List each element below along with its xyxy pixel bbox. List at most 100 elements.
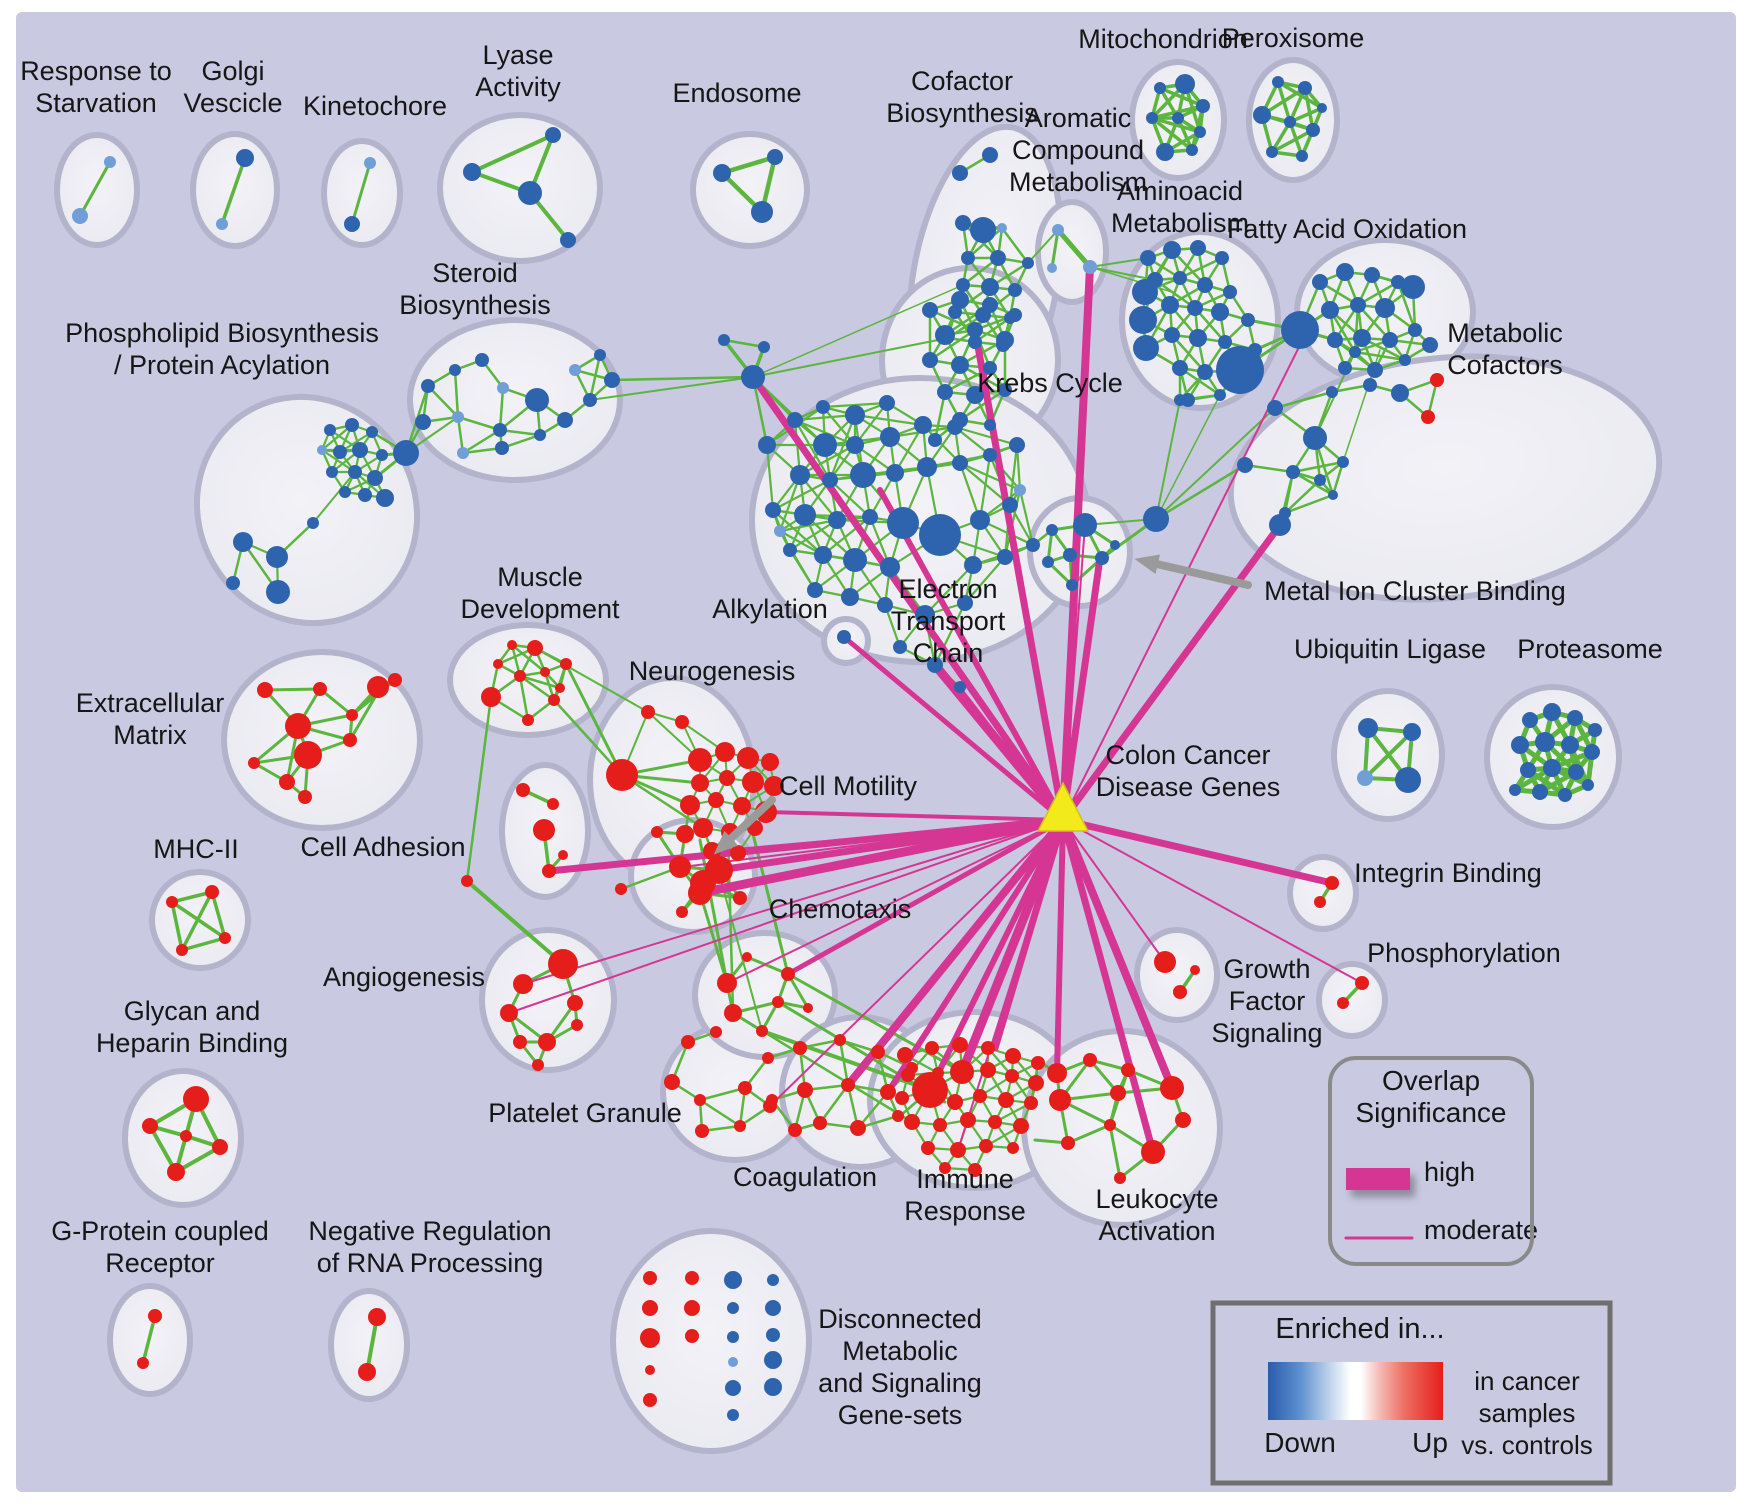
label-platelet-granule: Platelet Granule <box>488 1098 682 1128</box>
gene-set-node-aminoacid-metabolism <box>1173 271 1187 285</box>
green-edge-chemotaxis <box>745 955 790 976</box>
colon-cancer-hub-triangle <box>1036 781 1090 832</box>
overlap-edge-moderate <box>508 819 1064 1014</box>
green-edge-electron-transport-chain <box>923 563 975 617</box>
gene-set-node-extracellular-matrix <box>388 673 402 687</box>
label-leukocyte-activation: Leukocyte <box>1095 1184 1218 1214</box>
gene-set-node-leukocyte-activation <box>1049 1089 1071 1111</box>
label-legend-side-note: in cancer <box>1474 1366 1580 1396</box>
label-alkylation: Alkylation <box>712 594 828 624</box>
gene-set-node-alkylation <box>837 630 851 644</box>
gene-set-node-metabolic-cofactors <box>1286 465 1300 479</box>
gene-set-node-disconnected-gene-sets <box>640 1328 660 1348</box>
green-bridge-edge <box>465 879 565 966</box>
gene-set-node-extracellular-matrix <box>279 774 295 790</box>
green-bridge-edge <box>465 695 493 883</box>
gene-set-node-metabolic-cofactors <box>1363 378 1377 392</box>
gene-set-node-krebs-cycle <box>922 302 938 318</box>
gene-set-node-cofactor-biosynthesis <box>955 215 971 231</box>
gene-set-node-proteasome <box>1520 762 1536 778</box>
layer-nodes <box>72 74 1602 1421</box>
gene-set-node-extracellular-matrix <box>257 682 273 698</box>
gene-set-node-krebs-cycle <box>966 386 984 404</box>
gene-set-node-phospholipid-protein-acylation <box>348 465 362 479</box>
gene-set-node-electron-transport-chain <box>914 416 932 434</box>
label-disconnected-gene-sets: Gene-sets <box>838 1400 963 1430</box>
gene-set-node-leukocyte-activation <box>1047 1063 1067 1083</box>
gene-set-node-phospholipid-protein-acylation <box>367 470 383 486</box>
gene-set-node-bridge <box>461 875 473 887</box>
green-edge-electron-transport-chain <box>793 418 832 482</box>
green-edge-krebs-cycle <box>958 388 1007 422</box>
gene-set-node-neurogenesis <box>733 797 751 815</box>
green-bridge-edge <box>752 337 949 378</box>
green-edge-krebs-cycle <box>933 390 947 442</box>
gene-set-node-cofactor-biosynthesis <box>952 165 968 181</box>
gene-set-node-leukocyte-activation <box>1061 1136 1075 1150</box>
gene-set-node-neurogenesis <box>675 715 689 729</box>
gene-set-node-electron-transport-chain <box>787 412 803 428</box>
gene-set-node-electron-transport-chain <box>790 465 810 485</box>
gene-set-node-g-protein-coupled-receptor <box>137 1357 149 1369</box>
gene-set-node-muscle-development <box>527 640 543 656</box>
green-edge-mhc-ii <box>170 900 184 952</box>
gene-set-node-ubiquitin-ligase <box>1395 767 1421 793</box>
gene-set-node-cell-adhesion <box>516 783 530 797</box>
label-golgi-vescicle: Golgi <box>201 56 264 86</box>
label-negative-regulation-rna-processing: Negative Regulation <box>308 1216 551 1246</box>
overlap-edge-moderate <box>712 819 1064 852</box>
gene-set-node-krebs-cycle <box>951 291 969 309</box>
gene-set-node-neurogenesis <box>606 759 638 791</box>
gene-set-node-immune-response <box>1007 1142 1019 1154</box>
cluster-ellipse-metabolic-cofactors <box>1227 353 1663 603</box>
gene-set-node-cell-adhesion <box>547 798 559 810</box>
gene-set-node-electron-transport-chain <box>813 433 837 457</box>
gene-set-node-phospholipid-protein-acylation <box>266 546 288 568</box>
label-cell-motility: Cell Motility <box>779 771 918 801</box>
gene-set-node-immune-response <box>960 1112 976 1128</box>
gene-set-node-platelet-granule <box>695 1124 709 1138</box>
gene-set-node-immune-response <box>952 1037 968 1053</box>
overlap-edge-moderate <box>769 819 1064 1107</box>
gene-set-node-chemotaxis <box>772 996 784 1008</box>
gene-set-node-muscle-development <box>555 683 565 693</box>
gene-set-node-aminoacid-metabolism <box>1241 313 1255 327</box>
label-mhc-ii: MHC-II <box>153 834 238 864</box>
label-phospholipid-protein-acylation: Phospholipid Biosynthesis <box>65 318 379 348</box>
gene-set-node-immune-response <box>1013 1118 1029 1134</box>
gene-set-node-phospholipid-protein-acylation <box>317 445 327 455</box>
gene-set-node-krebs-cycle <box>998 383 1012 397</box>
gene-set-node-cell-motility <box>669 856 691 878</box>
gene-set-node-krebs-cycle <box>982 297 998 313</box>
gene-set-node-platelet-granule <box>738 1081 752 1095</box>
gene-set-node-phospholipid-protein-acylation <box>358 488 372 502</box>
overlap-edge-high <box>971 326 1067 824</box>
gene-set-node-krebs-cycle <box>996 331 1014 349</box>
gene-set-node-cofactor-biosynthesis <box>990 250 1006 266</box>
gene-set-node-steroid-biosynthesis <box>415 414 431 430</box>
gene-set-node-leukocyte-activation <box>1121 1063 1135 1077</box>
green-edge-extracellular-matrix <box>348 690 380 742</box>
green-edge-muscle-development <box>510 643 547 674</box>
gene-set-node-aminoacid-metabolism <box>1197 364 1213 380</box>
gene-set-node-krebs-cycle <box>951 356 969 374</box>
gene-set-node-cofactor-biosynthesis <box>981 278 999 296</box>
label-response-to-starvation: Response to <box>20 56 172 86</box>
green-edge-muscle-development <box>518 674 556 702</box>
green-edge-electron-transport-chain <box>958 461 1022 492</box>
gene-set-node-phospholipid-protein-acylation <box>266 580 290 604</box>
gene-set-node-electron-transport-chain <box>794 504 816 526</box>
label-aromatic-compound-metabolism: Metabolism <box>1009 167 1147 197</box>
green-edge-cofactor-biosynthesis <box>973 316 1012 344</box>
gene-set-node-growth-factor-signaling <box>1173 985 1187 999</box>
gene-set-node-disconnected-gene-sets <box>764 1378 782 1396</box>
green-edge-mhc-ii <box>180 936 227 952</box>
gene-set-node-krebs-cycle <box>922 352 938 368</box>
gene-set-node-electron-transport-chain <box>927 657 943 673</box>
gene-set-node-electron-transport-chain <box>816 400 830 414</box>
label-growth-factor-signaling: Growth <box>1223 954 1310 984</box>
green-edge-steroid-biosynthesis <box>456 415 465 455</box>
gene-set-node-metabolic-cofactors <box>1267 400 1283 416</box>
gene-set-node-electron-transport-chain <box>964 556 982 574</box>
label-legend-side-note: samples <box>1479 1398 1576 1428</box>
